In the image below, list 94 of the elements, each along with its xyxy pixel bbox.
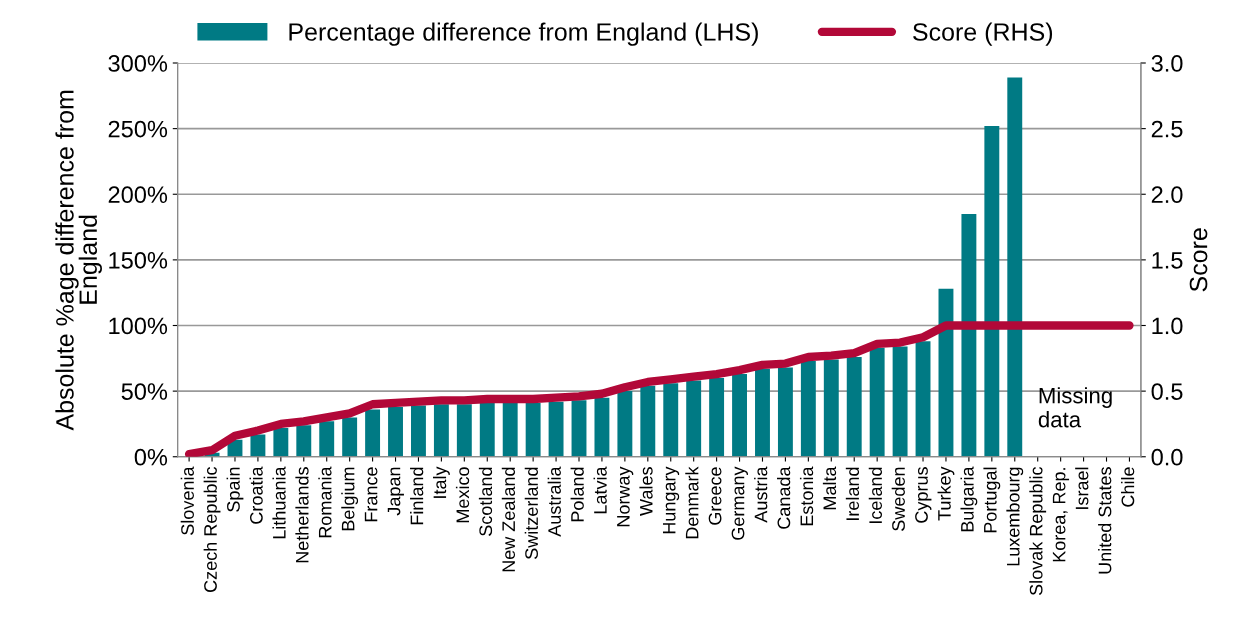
x-tick-label: Korea, Rep.	[1052, 468, 1070, 562]
x-tick-label: Luxembourg	[1006, 467, 1024, 566]
bar	[846, 357, 862, 457]
x-tick-label: Finland	[410, 467, 424, 525]
bar	[732, 374, 747, 457]
x-tick-label: Netherlands	[295, 467, 309, 563]
bar	[273, 427, 289, 457]
x-tick-label: Germany	[731, 466, 748, 540]
bar	[433, 404, 449, 457]
x-tick-label: Romania	[318, 466, 332, 538]
bar	[961, 213, 977, 457]
x-tick-label: Chile	[1121, 467, 1135, 507]
x-tick-label: Canada	[777, 466, 791, 529]
x-tick-label: Ireland	[845, 467, 860, 521]
legend-label: Score (RHS)	[913, 22, 1053, 46]
bar	[548, 401, 564, 457]
bar	[892, 346, 908, 457]
y-tick-label: 0%	[134, 448, 168, 466]
y-axis-title: Absolute %age difference from England	[55, 90, 102, 431]
bar	[411, 405, 426, 457]
bar	[296, 425, 312, 457]
y-tick-label: 100%	[109, 317, 168, 335]
x-tick-label: Mexico	[455, 467, 470, 523]
x-tick-label: France	[364, 467, 378, 522]
bar	[823, 359, 839, 457]
x-tick-label: Denmark	[685, 466, 699, 539]
bar	[250, 434, 266, 457]
bar	[502, 402, 518, 457]
y-tick-label: 300%	[108, 55, 168, 72]
bar	[525, 402, 541, 457]
bar	[388, 406, 403, 457]
bar	[755, 368, 770, 457]
y-tick-label: 50%	[121, 383, 168, 400]
x-tick-label: Turkey	[937, 466, 955, 521]
x-tick-label: Slovak Republic	[1029, 466, 1047, 596]
y2-tick-label: 0.5	[1151, 383, 1183, 400]
bar	[984, 126, 1000, 457]
y2-tick-label: 1.0	[1152, 317, 1183, 335]
x-tick-label: Estonia	[799, 466, 814, 526]
x-tick-label: New Zealand	[501, 467, 516, 572]
x-tick-label: Spain	[226, 467, 244, 512]
x-tick-label: Hungary	[662, 466, 680, 534]
y2-tick-label: 3.0	[1151, 55, 1183, 72]
bar	[617, 391, 633, 457]
y2-tick-label: 0.0	[1151, 448, 1183, 466]
bar	[640, 385, 656, 457]
bar	[777, 367, 793, 457]
x-tick-label: Slovenia	[180, 466, 194, 535]
y2-tick-label: 2.0	[1151, 186, 1183, 204]
annotation: Missing data	[1038, 387, 1112, 428]
bar	[365, 409, 381, 457]
bar	[686, 380, 702, 457]
bar	[571, 400, 587, 457]
x-tick-label: Poland	[570, 467, 584, 522]
y-tick-label: 150%	[109, 251, 168, 269]
bar	[915, 341, 931, 457]
bar	[594, 397, 610, 457]
x-tick-label: United States	[1098, 467, 1112, 574]
bar	[479, 402, 495, 457]
x-tick-label: Cyprus	[915, 467, 932, 523]
x-tick-label: Croatia	[249, 466, 263, 524]
x-tick-label: Israel	[1075, 467, 1089, 509]
x-tick-label: Malta	[822, 466, 837, 510]
y-tick-label: 250%	[108, 120, 168, 138]
x-tick-label: Czech Republic	[203, 466, 221, 592]
y2-tick-label: 1.5	[1152, 252, 1183, 269]
bar	[869, 347, 885, 457]
x-tick-label: Iceland	[868, 467, 883, 524]
y-tick-label: 200%	[108, 186, 168, 204]
x-tick-label: Switzerland	[524, 467, 538, 559]
x-tick-label: Greece	[708, 467, 722, 525]
x-tick-label: Sweden	[891, 467, 905, 531]
x-tick-label: Italy	[432, 466, 450, 498]
bar	[800, 360, 816, 457]
x-tick-label: Belgium	[341, 467, 359, 531]
bar	[456, 404, 472, 457]
x-tick-label: Japan	[387, 467, 404, 516]
bar	[319, 421, 335, 457]
bar	[1007, 77, 1023, 457]
x-tick-label: Austria	[754, 466, 768, 523]
x-tick-label: Latvia	[593, 466, 607, 514]
bar	[663, 383, 679, 457]
y2-axis-title: Score	[1189, 228, 1208, 292]
x-tick-label: Lithuania	[272, 466, 286, 539]
x-tick-label: Bulgaria	[960, 466, 978, 532]
x-tick-label: Norway	[617, 466, 634, 527]
bar	[709, 378, 725, 457]
x-tick-label: Scotland	[478, 467, 493, 536]
y2-tick-label: 2.5	[1151, 120, 1183, 138]
bar	[342, 417, 358, 457]
x-tick-label: Portugal	[983, 467, 1001, 533]
legend-label: Percentage difference from England (LHS)	[289, 22, 758, 46]
x-tick-label: Australia	[547, 466, 561, 537]
x-tick-label: Wales	[639, 467, 653, 516]
